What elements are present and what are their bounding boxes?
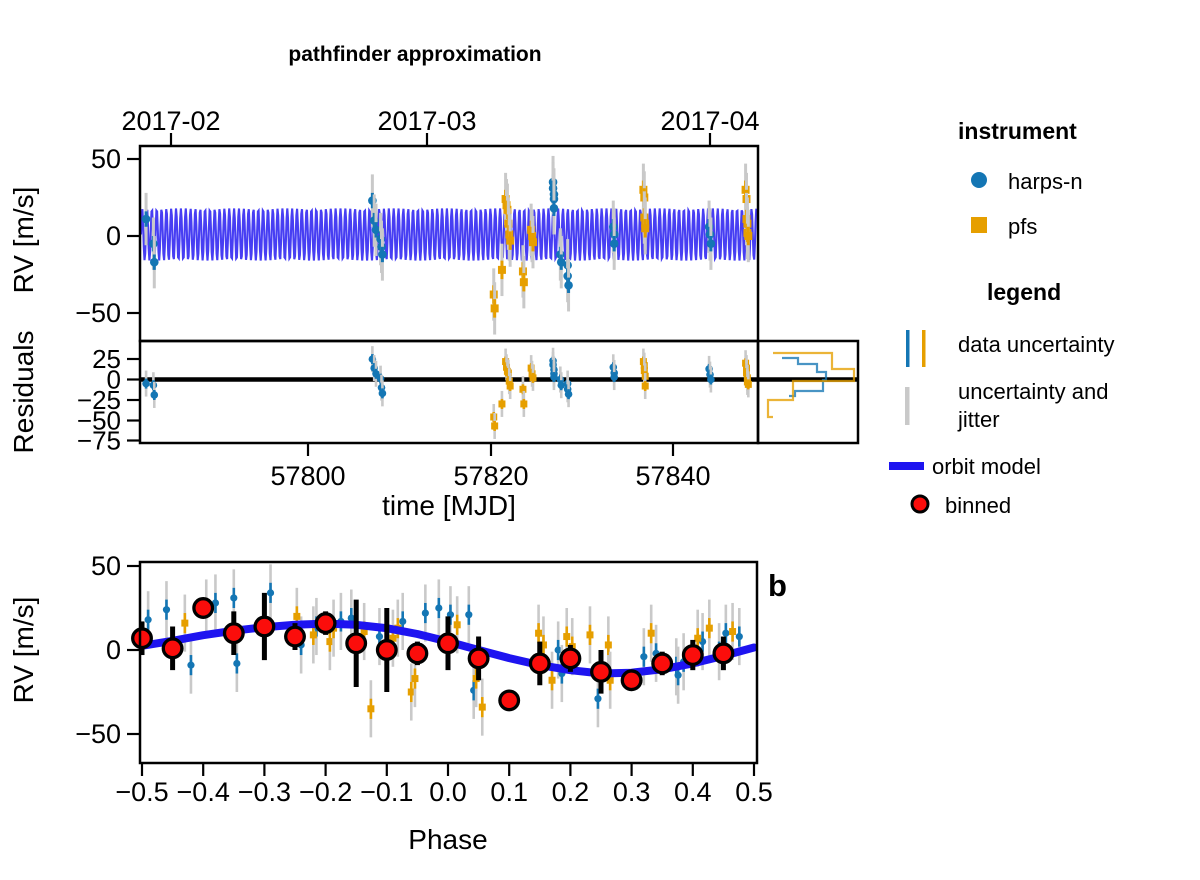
timeseries-points <box>141 155 753 335</box>
phase-rv-tick-label: 0 <box>106 635 121 665</box>
legend-item-harps-n: harps-n <box>1008 169 1083 194</box>
tick-marks <box>127 133 756 776</box>
phase-axis: −0.5 −0.4 −0.3 −0.2 −0.1 0.0 0.1 0.2 0.3… <box>8 551 787 855</box>
residual-tick-label: 0 <box>107 365 121 395</box>
phase-tick-label: 0.0 <box>429 777 467 807</box>
residual-tick-label: −25 <box>77 385 121 415</box>
legend-entry-jitter-line2: jitter <box>957 407 1000 432</box>
figure-title: pathfinder approximation <box>288 43 541 66</box>
data-uncertainty-orange-bar-icon <box>922 330 926 367</box>
rv-axis-label: RV [m/s] <box>8 187 39 294</box>
time-axis-label: time [MJD] <box>382 490 516 521</box>
orbit-model-band <box>139 206 758 263</box>
phase-tick-label: −0.4 <box>177 777 230 807</box>
residual-tick-label: −50 <box>77 406 121 436</box>
histogram-curves <box>766 351 856 419</box>
phase-tick-label: 0.5 <box>735 777 773 807</box>
harps-n-marker-icon <box>971 172 987 188</box>
phase-tick-label: 0.1 <box>490 777 528 807</box>
pfs-marker-icon <box>971 217 987 233</box>
phase-tick-label: −0.5 <box>115 777 168 807</box>
rv-tick-label: −50 <box>75 298 121 328</box>
phase-axis-label: Phase <box>408 824 487 855</box>
phase-tick-label: −0.1 <box>360 777 413 807</box>
phase-tick-label: 0.4 <box>674 777 712 807</box>
phase-rv-tick-label: −50 <box>75 719 121 749</box>
binned-marker-icon <box>910 494 930 514</box>
legend-title: legend <box>987 279 1061 305</box>
rv-tick-label: 50 <box>91 144 121 174</box>
mjd-tick-label: 57800 <box>270 461 345 491</box>
residual-tick-label: −75 <box>77 426 121 456</box>
legend-entry-orbit-model: orbit model <box>932 454 1041 479</box>
phase-tick-label: −0.3 <box>238 777 291 807</box>
legend-entry-jitter-line1: uncertainty and <box>958 379 1108 404</box>
mjd-tick-label: 57840 <box>635 461 710 491</box>
phase-rv-axis-label: RV [m/s] <box>8 597 39 704</box>
binned-points <box>131 592 735 712</box>
date-tick-label: 2017-04 <box>660 106 759 136</box>
mjd-tick-label: 57820 <box>453 461 528 491</box>
residuals-axis: 25 0 −25 −50 −75 Residuals <box>8 331 121 456</box>
legend: instrument harps-n pfs legend data uncer… <box>889 118 1115 518</box>
phase-panel-letter: b <box>768 568 787 603</box>
phase-tick-label: 0.2 <box>552 777 590 807</box>
rv-axis: 50 0 −50 RV [m/s] <box>8 144 121 328</box>
time-axis: 57800 57820 57840 time [MJD] <box>270 461 710 521</box>
jitter-bar-icon <box>905 387 910 425</box>
histogram-panel <box>756 339 860 445</box>
phase-tick-label: −0.2 <box>299 777 352 807</box>
legend-item-pfs: pfs <box>1008 214 1037 239</box>
residuals-panel <box>138 339 760 445</box>
rv-tick-label: 0 <box>106 221 121 251</box>
residual-points <box>142 346 752 439</box>
date-tick-label: 2017-03 <box>377 106 476 136</box>
legend-entry-binned: binned <box>945 493 1011 518</box>
legend-entry-data-uncertainty: data uncertainty <box>958 332 1115 357</box>
residual-tick-label: 25 <box>92 344 121 374</box>
phase-rv-tick-label: 50 <box>91 551 121 581</box>
phase-tick-label: 0.3 <box>613 777 651 807</box>
residuals-axis-label: Residuals <box>8 331 39 454</box>
data-uncertainty-blue-bar-icon <box>906 330 910 367</box>
date-axis: 2017-02 2017-03 2017-04 <box>121 106 759 136</box>
date-tick-label: 2017-02 <box>121 106 220 136</box>
legend-instrument-title: instrument <box>958 118 1077 144</box>
